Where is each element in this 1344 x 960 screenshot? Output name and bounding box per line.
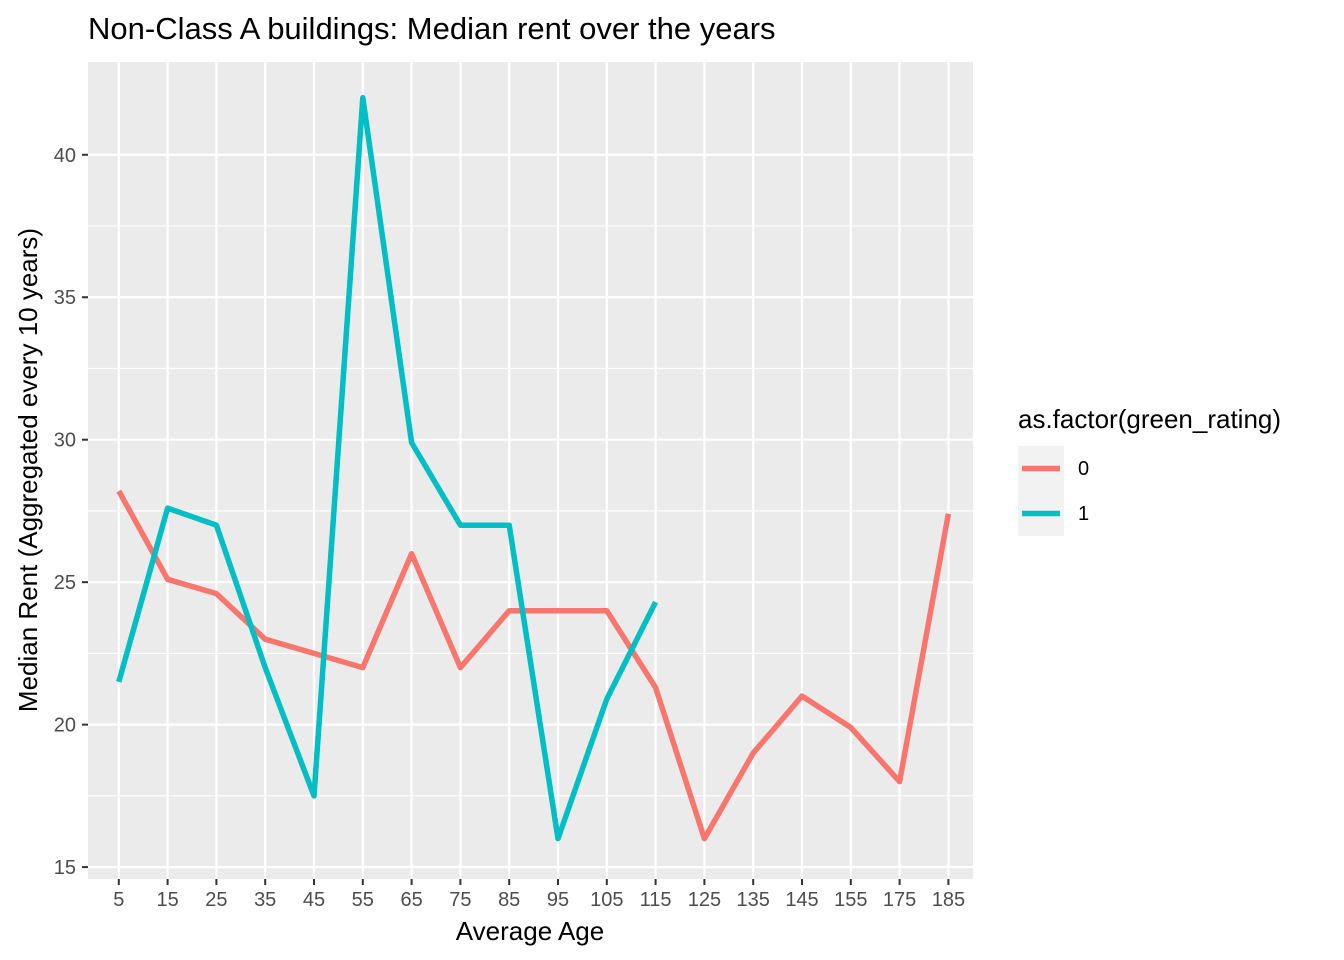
x-tick-label: 185 — [932, 889, 965, 911]
grid-major — [88, 62, 973, 879]
legend-label-1: 1 — [1078, 503, 1089, 525]
x-tick-label: 155 — [834, 889, 867, 911]
legend-title: as.factor(green_rating) — [1018, 404, 1281, 434]
x-tick-label: 85 — [498, 889, 520, 911]
x-tick-label: 125 — [688, 889, 721, 911]
x-tick-label: 25 — [205, 889, 227, 911]
legend: as.factor(green_rating) 0 1 — [1018, 404, 1281, 536]
legend-label-0: 0 — [1078, 458, 1089, 480]
x-tick-label: 115 — [640, 889, 672, 911]
chart-title: Non-Class A buildings: Median rent over … — [88, 11, 776, 46]
y-tick-label: 30 — [54, 430, 76, 452]
y-axis: 15 20 25 30 35 40 — [54, 145, 88, 879]
series-line-0 — [116, 489, 952, 842]
grid-minor — [88, 225, 973, 797]
series-layer — [116, 95, 952, 842]
x-tick-label: 35 — [254, 889, 276, 911]
y-tick-label: 25 — [54, 572, 76, 594]
series-line-1 — [116, 95, 659, 842]
x-tick-label: 95 — [547, 889, 569, 911]
plot-panel — [88, 62, 973, 879]
x-tick-label: 75 — [449, 889, 471, 911]
x-axis: 5 15 25 35 45 55 65 75 85 95 105 115 125 135 145 155 175… — [113, 879, 965, 911]
x-tick-label: 5 — [113, 889, 124, 911]
x-tick-label: 55 — [352, 889, 374, 911]
x-tick-label: 15 — [156, 889, 178, 911]
y-tick-label: 15 — [54, 857, 76, 879]
y-tick-label: 40 — [54, 145, 76, 167]
x-axis-title: Average Age — [456, 916, 604, 946]
y-axis-title: Median Rent (Aggregated every 10 years) — [13, 228, 43, 712]
x-tick-label: 145 — [785, 889, 818, 911]
x-tick-label: 135 — [737, 889, 770, 911]
x-tick-label: 105 — [590, 889, 623, 911]
legend-keys — [1022, 465, 1060, 517]
x-tick-label: 45 — [303, 889, 325, 911]
x-tick-label: 65 — [400, 889, 422, 911]
y-tick-label: 35 — [54, 287, 76, 309]
y-tick-label: 20 — [54, 715, 76, 737]
x-tick-label: 175 — [883, 889, 916, 911]
